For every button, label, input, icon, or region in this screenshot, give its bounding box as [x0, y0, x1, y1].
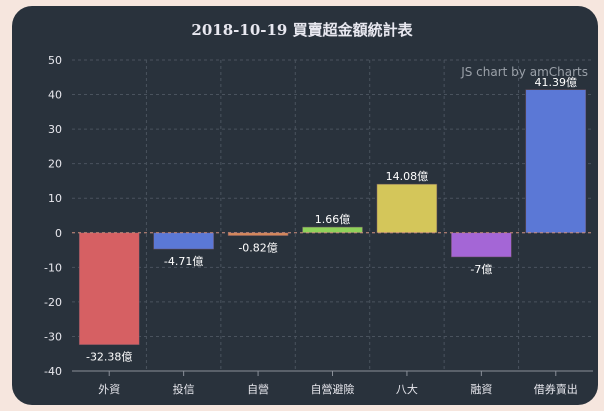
chart-title: 2018-10-19 買賣超金額統計表 — [191, 21, 413, 39]
y-tick-label: 10 — [48, 192, 62, 205]
bar — [376, 183, 438, 234]
y-tick-label: 40 — [48, 89, 62, 102]
x-tick-label: 自營 — [247, 383, 269, 396]
y-tick-label: 30 — [48, 123, 62, 136]
bar — [525, 89, 587, 234]
bar — [153, 232, 214, 250]
y-tick-label: 50 — [48, 54, 62, 67]
y-tick-label: -30 — [44, 330, 62, 343]
data-label: 14.08億 — [386, 170, 429, 183]
amcharts-credit-link[interactable]: JS chart by amCharts — [461, 65, 588, 79]
y-tick-label: -20 — [44, 296, 62, 309]
bar — [302, 226, 363, 234]
x-tick-label: 融資 — [470, 383, 492, 396]
data-label: 1.66億 — [315, 213, 351, 226]
y-tick-label: 0 — [55, 227, 62, 240]
x-tick-label: 自營避險 — [311, 382, 355, 396]
x-tick-label: 外資 — [98, 383, 120, 396]
data-label: -7億 — [470, 263, 492, 276]
data-label: -4.71億 — [164, 255, 203, 268]
data-label: 41.39億 — [535, 76, 578, 89]
y-tick-label: 20 — [48, 158, 62, 171]
data-label: -0.82億 — [238, 242, 277, 255]
bar — [451, 232, 512, 258]
x-tick-label: 借券賣出 — [534, 382, 578, 396]
y-tick-label: -40 — [44, 365, 62, 378]
x-tick-label: 投信 — [173, 382, 195, 396]
y-tick-label: -10 — [44, 261, 62, 274]
bar — [78, 232, 140, 345]
x-tick-label: 八大 — [396, 382, 418, 396]
data-label: -32.38億 — [86, 351, 132, 364]
